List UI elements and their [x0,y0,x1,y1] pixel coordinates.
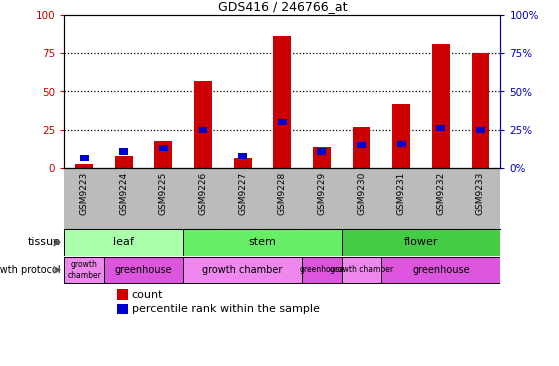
Text: greenhouse: greenhouse [115,265,172,275]
Text: percentile rank within the sample: percentile rank within the sample [132,304,320,314]
Bar [194,81,212,168]
Bar [397,141,406,147]
Bar [278,119,287,125]
Text: growth
chamber: growth chamber [67,260,101,280]
Bar [183,257,302,283]
Bar [476,127,485,133]
Text: leaf: leaf [113,238,134,247]
Bar [381,257,500,283]
Bar [273,36,291,168]
Text: GSM9228: GSM9228 [278,171,287,214]
Text: GSM9231: GSM9231 [397,171,406,215]
Bar [104,257,183,283]
Bar [357,142,366,148]
Bar [115,156,132,168]
Text: GSM9233: GSM9233 [476,171,485,215]
Bar [117,304,127,314]
Text: count: count [132,290,163,300]
Title: GDS416 / 246766_at: GDS416 / 246766_at [217,0,347,14]
Bar [342,229,500,255]
Bar [234,158,252,168]
Bar [472,53,490,168]
Bar [64,229,183,255]
Text: GSM9230: GSM9230 [357,171,366,215]
Bar [302,257,342,283]
Text: growth protocol: growth protocol [0,265,60,275]
Bar [437,125,446,131]
Bar [353,127,371,168]
Bar [64,257,104,283]
Bar [117,290,127,300]
Bar [342,257,381,283]
Bar [159,145,168,152]
Text: GSM9227: GSM9227 [238,171,247,214]
Text: greenhouse: greenhouse [412,265,470,275]
Text: greenhouse: greenhouse [300,265,344,274]
Text: GSM9223: GSM9223 [79,171,89,214]
Text: GSM9226: GSM9226 [198,171,207,214]
Bar [392,104,410,168]
Bar [198,127,207,133]
Text: stem: stem [249,238,276,247]
Bar [75,164,93,168]
Text: flower: flower [404,238,438,247]
Text: GSM9225: GSM9225 [159,171,168,214]
Text: tissue: tissue [27,238,60,247]
Bar [119,148,128,154]
Bar [183,229,342,255]
Bar [313,147,331,168]
Text: growth chamber: growth chamber [202,265,283,275]
Text: GSM9232: GSM9232 [437,171,446,214]
Text: GSM9224: GSM9224 [119,171,128,214]
Bar [238,153,247,159]
Bar [79,154,88,161]
Bar [432,44,450,168]
Text: GSM9229: GSM9229 [318,171,326,214]
Bar [154,141,172,168]
Text: growth chamber: growth chamber [330,265,393,274]
Bar [318,148,326,154]
